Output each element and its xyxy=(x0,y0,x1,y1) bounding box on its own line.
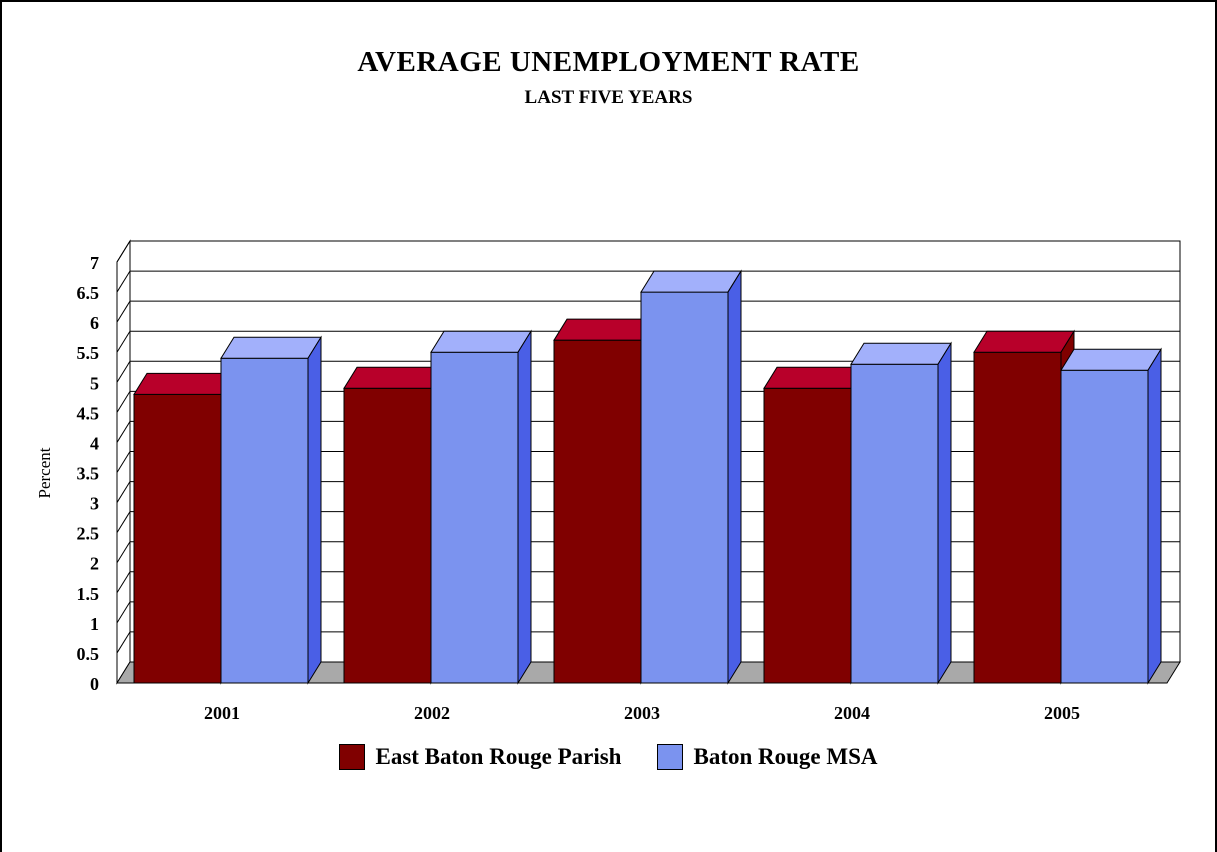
bar-side xyxy=(517,329,532,685)
x-tick-label: 2004 xyxy=(834,703,870,723)
side-gridline xyxy=(116,270,131,293)
bar-front xyxy=(133,393,222,684)
y-tick-label: 3 xyxy=(90,494,99,514)
side-gridline xyxy=(116,631,131,654)
y-tick-label: 5 xyxy=(90,373,99,393)
y-tick-label: 5.5 xyxy=(77,343,100,363)
side-gridline xyxy=(116,361,131,383)
side-gridline xyxy=(116,451,131,473)
bar-top xyxy=(640,270,742,293)
bar-top xyxy=(1060,348,1162,371)
y-tick-label: 4.5 xyxy=(77,403,100,423)
bar-side xyxy=(1147,347,1162,685)
side-gridline xyxy=(116,511,131,533)
y-tick-label: 6.5 xyxy=(77,283,100,303)
bar-side xyxy=(937,341,952,685)
side-gridline xyxy=(116,481,131,503)
legend-item-parish: East Baton Rouge Parish xyxy=(339,744,621,770)
side-gridline xyxy=(116,541,131,563)
legend-label-msa: Baton Rouge MSA xyxy=(693,744,878,769)
side-gridline xyxy=(116,330,131,353)
y-tick-label: 0 xyxy=(90,674,99,694)
bar-top xyxy=(133,372,235,395)
x-tick-label: 2001 xyxy=(204,703,240,723)
x-tick-label: 2005 xyxy=(1044,703,1080,723)
side-gridline xyxy=(116,300,131,323)
bar-top xyxy=(973,330,1075,353)
side-gridline xyxy=(116,421,131,443)
bar-front xyxy=(343,387,432,684)
bar-top xyxy=(343,366,445,389)
bar-top xyxy=(220,336,322,359)
bar-front xyxy=(640,291,729,684)
legend-swatch-msa xyxy=(657,744,684,770)
chart-title: AVERAGE UNEMPLOYMENT RATE xyxy=(357,46,860,78)
bar-front xyxy=(430,351,519,684)
bar-top xyxy=(430,330,532,353)
y-tick-label: 7 xyxy=(90,253,99,273)
legend-swatch-parish xyxy=(339,744,366,770)
legend-item-msa: Baton Rouge MSA xyxy=(657,744,878,770)
bar-front xyxy=(1060,369,1149,684)
legend: East Baton Rouge Parish Baton Rouge MSA xyxy=(0,744,1217,770)
y-axis-title: Percent xyxy=(35,447,54,498)
y-tick-label: 6 xyxy=(90,313,99,333)
legend-label-parish: East Baton Rouge Parish xyxy=(375,744,622,769)
bar-front xyxy=(973,351,1062,684)
bar-top xyxy=(850,342,952,365)
y-tick-label: 1 xyxy=(90,614,99,634)
y-tick-label: 0.5 xyxy=(77,644,100,664)
y-tick-label: 2.5 xyxy=(77,524,100,544)
bar-top xyxy=(763,366,865,389)
side-gridline xyxy=(116,601,131,624)
bar-top xyxy=(553,318,655,341)
side-gridline xyxy=(116,391,131,413)
y-tick-label: 1.5 xyxy=(77,584,100,604)
bar-front xyxy=(220,357,309,684)
y-tick-label: 3.5 xyxy=(77,464,100,484)
chart-subtitle: LAST FIVE YEARS xyxy=(524,87,693,108)
x-tick-label: 2002 xyxy=(414,703,450,723)
x-tick-label: 2003 xyxy=(624,703,660,723)
bar-front xyxy=(850,363,939,684)
y-tick-label: 2 xyxy=(90,554,99,574)
side-gridline xyxy=(116,571,131,594)
bar-front xyxy=(763,387,852,684)
side-gridline xyxy=(116,240,131,263)
y-tick-label: 4 xyxy=(90,433,99,453)
bar-side xyxy=(307,335,322,685)
bar-side xyxy=(727,269,742,685)
bar-front xyxy=(553,339,642,684)
